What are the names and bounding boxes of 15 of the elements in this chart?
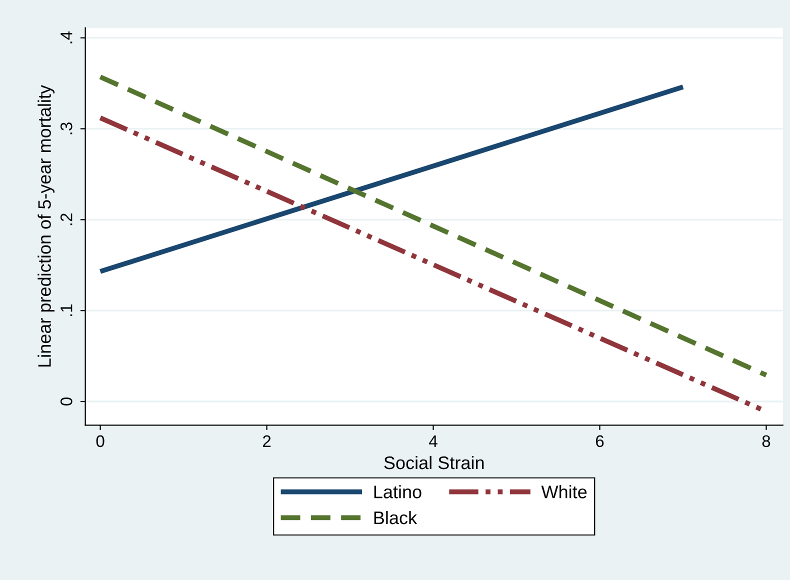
y-axis-title: Linear prediction of 5-year mortality <box>38 85 55 366</box>
legend-label: Latino <box>374 485 422 498</box>
y-tick-label: .1 <box>60 304 72 316</box>
x-tick-label: 2 <box>262 435 271 447</box>
y-tick-label: .4 <box>60 31 72 44</box>
y-tick-label: 0 <box>60 398 72 406</box>
x-tick-label: 6 <box>596 435 604 448</box>
x-tick-label: 8 <box>762 435 770 448</box>
x-tick-label: 4 <box>429 435 438 447</box>
legend-label: White <box>541 485 587 498</box>
x-tick-label: 0 <box>96 435 104 448</box>
legend-label: Black <box>374 510 418 524</box>
y-tick-label: .2 <box>60 214 72 226</box>
y-tick-label: .3 <box>60 122 72 134</box>
x-axis-title: Social Strain <box>384 456 484 470</box>
